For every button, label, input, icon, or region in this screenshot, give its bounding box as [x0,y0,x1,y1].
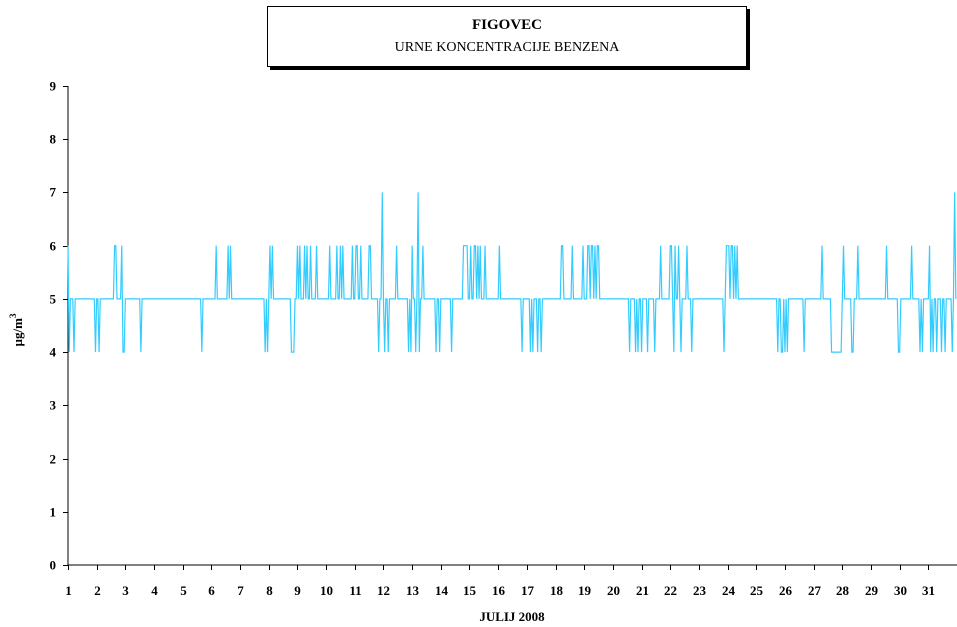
y-tick-label: 0 [50,558,57,573]
y-tick-label: 2 [50,452,57,467]
x-tick-label: 11 [349,583,361,598]
chart-title: FIGOVEC [471,17,542,33]
x-axis-title: JULIJ 2008 [479,609,545,624]
x-tick-label: 13 [406,583,420,598]
x-tick-label: 23 [693,583,707,598]
x-tick-label: 21 [636,583,649,598]
svg-text:µg/m3: µg/m3 [8,313,25,346]
y-axis-title: µg/m3 [8,313,25,346]
x-tick-label: 2 [94,583,101,598]
x-tick-label: 25 [750,583,764,598]
x-tick-label: 28 [836,583,850,598]
x-tick-label: 26 [779,583,793,598]
chart-subtitle: URNE KONCENTRACIJE BENZENA [394,40,620,55]
x-tick-label: 10 [320,583,333,598]
benzene-hourly-line [67,192,957,353]
x-tick-label: 15 [463,583,477,598]
y-tick-label: 5 [50,292,57,307]
x-tick-label: 18 [550,583,564,598]
x-tick-label: 14 [435,583,449,598]
x-tick-label: 29 [865,583,879,598]
data-series [67,192,957,353]
x-tick-label: 9 [294,583,301,598]
y-axis-unit-exponent: 3 [8,313,18,318]
x-tick-label: 22 [664,583,677,598]
y-axis-unit: µg/m [10,318,25,347]
x-tick-label: 20 [607,583,620,598]
chart-title-box: FIGOVEC URNE KONCENTRACIJE BENZENA [267,6,747,67]
y-tick-label: 8 [50,132,57,147]
x-tick-label: 19 [578,583,592,598]
y-tick-label: 6 [50,239,57,254]
y-tick-label: 4 [50,345,57,360]
x-tick-label: 5 [180,583,187,598]
y-tick-label: 7 [50,185,57,200]
y-tick-label: 1 [50,505,57,520]
x-tick-label: 12 [377,583,390,598]
x-tick-label: 27 [808,583,822,598]
x-tick-label: 1 [65,583,72,598]
x-tick-label: 3 [122,583,129,598]
x-tick-label: 4 [151,583,158,598]
x-tick-label: 8 [266,583,273,598]
y-tick-label: 3 [50,398,57,413]
x-tick-label: 17 [521,583,535,598]
axes [63,86,957,570]
x-tick-label: 24 [722,583,736,598]
x-tick-label: 6 [208,583,215,598]
x-tick-label: 16 [492,583,506,598]
x-tick-label: 31 [922,583,935,598]
x-tick-label: 30 [894,583,907,598]
y-tick-label: 9 [50,79,57,94]
x-tick-label: 7 [237,583,244,598]
